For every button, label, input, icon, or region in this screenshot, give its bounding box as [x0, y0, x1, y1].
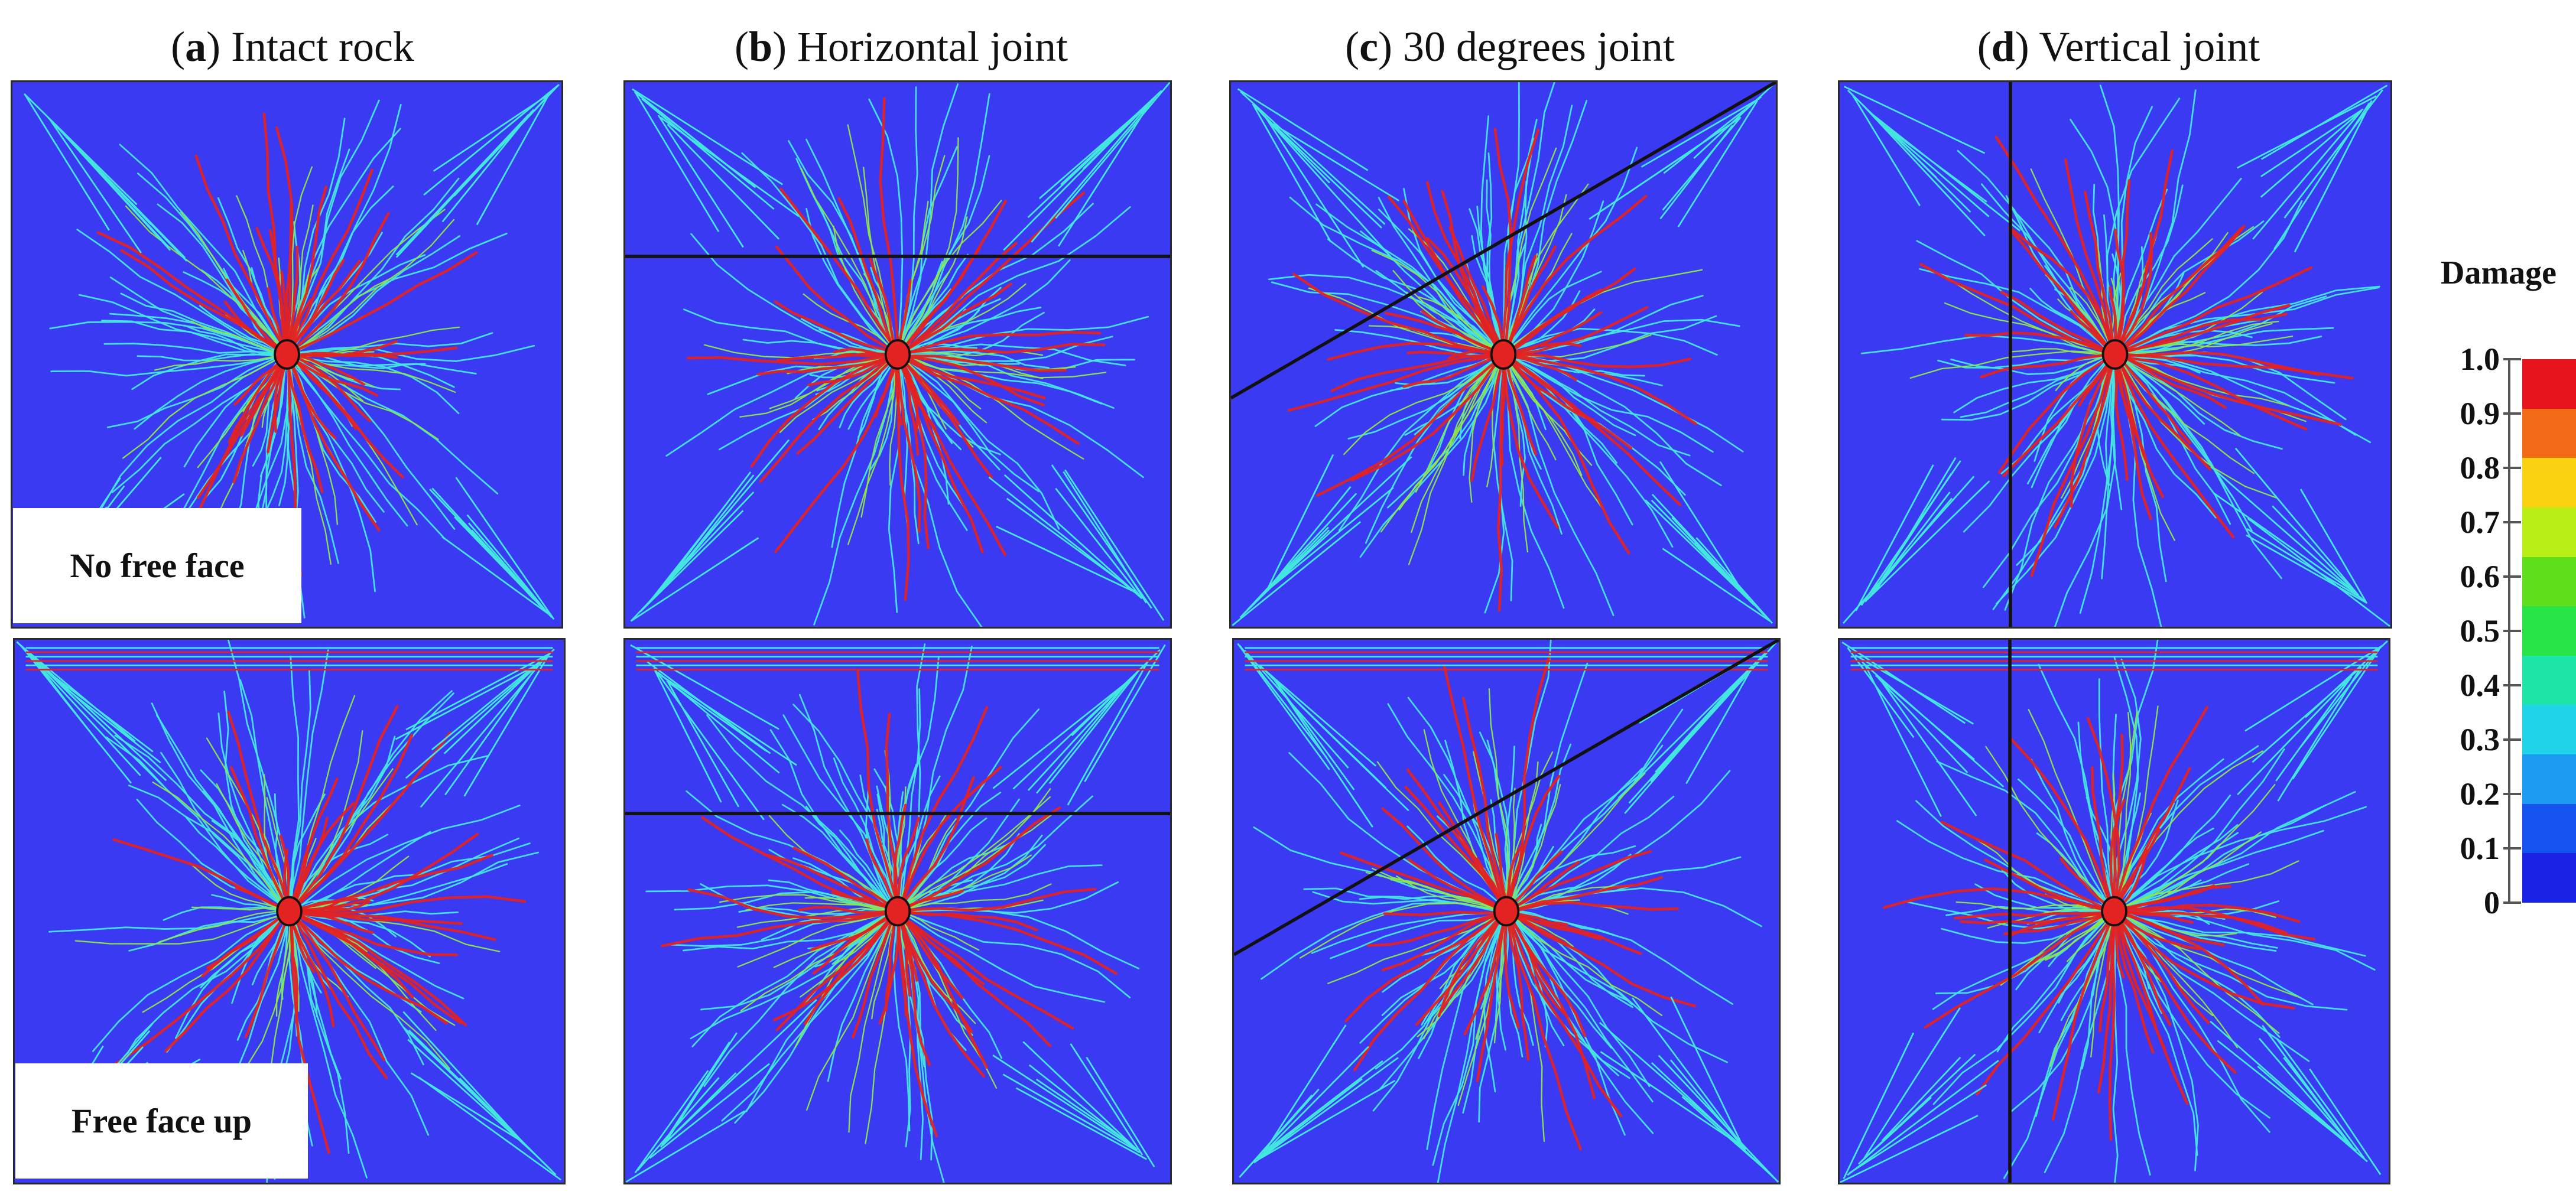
panel-c-top: [1229, 80, 1778, 629]
legend-colorbar: [2522, 359, 2576, 903]
legend-tick-label: 0.4: [2460, 668, 2500, 703]
legend-tick: [2503, 575, 2521, 578]
legend-tick: [2503, 738, 2521, 741]
legend-swatch: [2522, 655, 2576, 705]
crack-pattern: [1840, 640, 2389, 1183]
legend-tick-label: 0.2: [2460, 776, 2500, 812]
panel-d-bottom: [1838, 638, 2390, 1184]
legend-swatch: [2522, 458, 2576, 507]
legend-swatch: [2522, 556, 2576, 607]
legend-title: Damage: [2441, 255, 2556, 291]
legend-swatch: [2522, 408, 2576, 458]
panel-b-bottom: [623, 638, 1172, 1184]
legend-tick-label: 1.0: [2460, 341, 2500, 377]
legend-tick-label: 0.5: [2460, 613, 2500, 649]
crack-pattern: [625, 82, 1170, 627]
column-title-d: (d) Vertical joint: [1977, 23, 2260, 70]
legend-tick-label: 0.3: [2460, 722, 2500, 757]
panel-d-top: [1838, 80, 2392, 629]
legend-tick-label: 0.1: [2460, 831, 2500, 866]
legend-tick-label: 0.9: [2460, 396, 2500, 431]
column-title-b: (b) Horizontal joint: [735, 23, 1068, 70]
row-label-no-free-face: No free face: [13, 508, 301, 623]
legend-tick-label: 0.8: [2460, 450, 2500, 486]
joint-line: [1231, 82, 1776, 400]
legend-tick-label: 0.7: [2460, 505, 2500, 540]
legend-swatch: [2522, 803, 2576, 854]
column-title-c: (c) 30 degrees joint: [1345, 23, 1675, 70]
legend-swatch: [2522, 705, 2576, 755]
row-label-free-face-up: Free face up: [15, 1063, 308, 1179]
legend-tick: [2503, 467, 2521, 469]
crack-pattern: [1840, 82, 2390, 627]
legend-tick-label: 0: [2484, 885, 2500, 920]
crack-pattern: [1234, 640, 1779, 1183]
legend-tick: [2503, 358, 2521, 360]
legend-tick: [2503, 793, 2521, 795]
panel-b-top: [623, 80, 1172, 629]
legend-tick: [2503, 521, 2521, 523]
legend-swatch: [2522, 359, 2576, 409]
column-title-a: (a) Intact rock: [171, 23, 414, 70]
crack-pattern: [1231, 82, 1776, 627]
panel-c-bottom: [1232, 638, 1781, 1184]
legend-swatch: [2522, 754, 2576, 804]
joint-line: [1234, 640, 1779, 956]
legend-tick: [2503, 412, 2521, 415]
legend-swatch: [2522, 606, 2576, 656]
legend-tick: [2503, 901, 2521, 904]
legend-tick: [2503, 847, 2521, 850]
crack-pattern: [625, 640, 1170, 1183]
legend-tick: [2503, 684, 2521, 686]
legend-tick: [2503, 630, 2521, 632]
legend-tick-label: 0.6: [2460, 559, 2500, 594]
legend-swatch: [2522, 853, 2576, 903]
legend-swatch: [2522, 507, 2576, 557]
